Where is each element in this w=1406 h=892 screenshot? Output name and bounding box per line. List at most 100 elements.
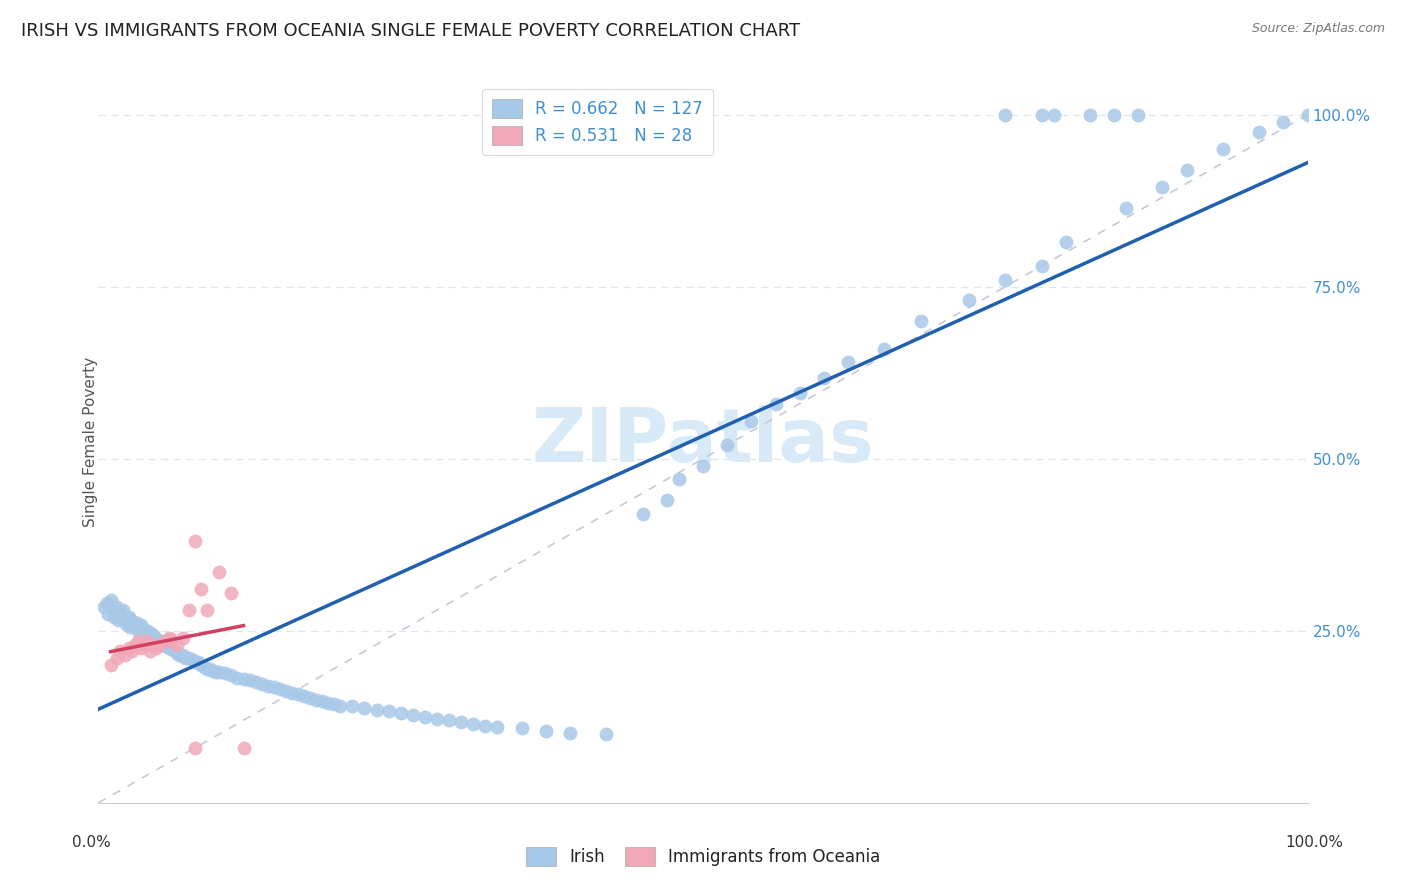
Point [101, 603, 124, 617]
Point [160, 640, 183, 655]
Point [366, 703, 388, 717]
Point [226, 671, 249, 685]
Point [558, 725, 581, 739]
Text: Source: ZipAtlas.com: Source: ZipAtlas.com [1251, 22, 1385, 36]
Point [108, 644, 131, 658]
Point [166, 638, 188, 652]
Point [311, 694, 333, 708]
Point [150, 634, 173, 648]
Text: IRISH VS IMMIGRANTS FROM OCEANIA SINGLE FEMALE POVERTY CORRELATION CHART: IRISH VS IMMIGRANTS FROM OCEANIA SINGLE … [21, 22, 800, 40]
Point [765, 397, 787, 411]
Point [239, 673, 262, 688]
Point [121, 644, 143, 658]
Point [214, 666, 236, 681]
Point [153, 634, 176, 648]
Point [157, 640, 180, 655]
Point [121, 618, 143, 632]
Point [631, 507, 654, 521]
Point [107, 614, 129, 628]
Point [115, 616, 138, 631]
Point [187, 655, 209, 669]
Point [1042, 108, 1064, 122]
Point [139, 644, 162, 658]
Point [160, 632, 183, 646]
Point [181, 653, 204, 667]
Point [208, 566, 231, 580]
Point [221, 586, 243, 600]
Point [127, 615, 149, 630]
Point [134, 627, 156, 641]
Text: 0.0%: 0.0% [72, 836, 111, 850]
Point [692, 458, 714, 473]
Point [145, 640, 167, 655]
Point [813, 370, 835, 384]
Point [316, 696, 339, 710]
Point [184, 534, 207, 549]
Point [208, 665, 231, 679]
Point [143, 629, 166, 643]
Point [118, 640, 141, 655]
Point [179, 603, 201, 617]
Point [157, 631, 180, 645]
Point [169, 648, 191, 662]
Point [668, 472, 690, 486]
Point [1296, 108, 1319, 122]
Point [172, 631, 194, 645]
Point [510, 722, 533, 736]
Point [127, 624, 149, 638]
Point [305, 692, 328, 706]
Point [134, 638, 156, 652]
Point [118, 620, 141, 634]
Point [153, 639, 176, 653]
Point [110, 607, 132, 621]
Point [437, 713, 460, 727]
Point [655, 493, 678, 508]
Point [156, 638, 179, 652]
Point [179, 651, 201, 665]
Point [740, 414, 762, 428]
Point [184, 655, 207, 669]
Text: ZIPatlas: ZIPatlas [531, 405, 875, 478]
Point [145, 632, 167, 646]
Point [198, 662, 221, 676]
Point [329, 699, 352, 714]
Point [994, 273, 1017, 287]
Point [174, 651, 197, 665]
Point [323, 698, 346, 712]
Point [96, 596, 118, 610]
Point [377, 704, 399, 718]
Point [287, 687, 309, 701]
Point [97, 607, 120, 621]
Point [1102, 108, 1125, 122]
Point [1078, 108, 1101, 122]
Point [1115, 201, 1137, 215]
Point [1031, 108, 1053, 122]
Point [120, 614, 142, 628]
Point [486, 720, 509, 734]
Point [1212, 142, 1234, 156]
Point [131, 625, 153, 640]
Point [190, 582, 212, 597]
Point [105, 651, 128, 665]
Point [450, 714, 472, 729]
Point [281, 686, 304, 700]
Point [256, 679, 278, 693]
Point [716, 438, 738, 452]
Point [250, 677, 273, 691]
Point [232, 740, 254, 755]
Point [204, 665, 226, 679]
Point [172, 648, 194, 662]
Point [129, 640, 152, 655]
Point [837, 355, 859, 369]
Point [957, 293, 980, 308]
Point [142, 639, 165, 653]
Point [193, 659, 215, 673]
Point [124, 616, 146, 631]
Point [274, 684, 297, 698]
Point [114, 610, 136, 624]
Point [299, 690, 322, 705]
Point [353, 701, 375, 715]
Point [195, 662, 218, 676]
Point [129, 618, 152, 632]
Point [111, 603, 134, 617]
